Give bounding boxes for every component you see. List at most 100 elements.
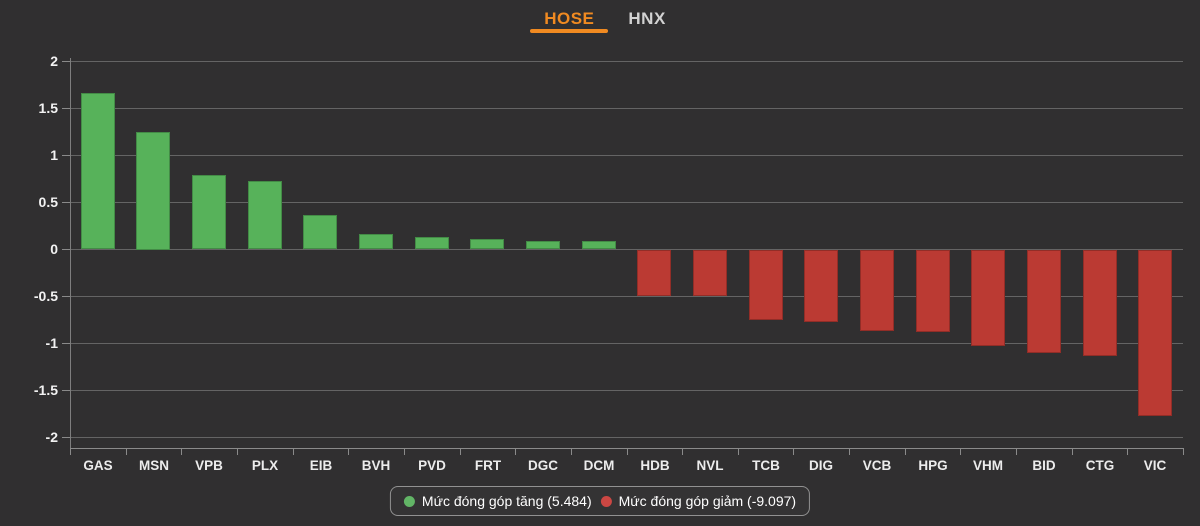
bar-FRT[interactable] (470, 239, 504, 249)
x-axis-tick (627, 448, 628, 455)
gridline-y--1.5 (70, 390, 1183, 391)
x-axis-label-GAS: GAS (83, 458, 113, 473)
bar-DIG[interactable] (804, 250, 838, 322)
x-axis-tick (293, 448, 294, 455)
x-axis-label-HDB: HDB (640, 458, 670, 473)
positive-dot-icon (403, 495, 415, 507)
x-axis-label-HPG: HPG (918, 458, 948, 473)
x-axis-label-BID: BID (1032, 458, 1056, 473)
gridline-y--1 (70, 343, 1183, 344)
x-axis-label-VHM: VHM (973, 458, 1003, 473)
bar-MSN[interactable] (136, 132, 170, 250)
x-axis-label-BVH: BVH (361, 458, 391, 473)
x-axis-line (70, 448, 1183, 449)
bar-BVH[interactable] (359, 234, 393, 249)
bar-PLX[interactable] (248, 181, 282, 249)
bar-GAS[interactable] (81, 93, 115, 249)
bar-DGC[interactable] (526, 241, 560, 249)
y-axis-label: 0.5 (38, 194, 58, 210)
x-axis-label-DGC: DGC (528, 458, 558, 473)
tab-hnx-label: HNX (628, 9, 666, 28)
x-axis-tick (960, 448, 961, 455)
gridline-y--0.5 (70, 296, 1183, 297)
y-axis-tick (62, 343, 70, 344)
gridline-y-1 (70, 155, 1183, 156)
y-axis-label: -0.5 (33, 288, 58, 304)
bar-HDB[interactable] (637, 250, 671, 296)
tab-hnx[interactable]: HNX (624, 7, 669, 39)
y-axis-label: -1 (45, 335, 58, 351)
x-axis-tick (70, 448, 71, 455)
bar-VIC[interactable] (1138, 250, 1172, 416)
bar-BID[interactable] (1027, 250, 1061, 353)
x-axis-tick (682, 448, 683, 455)
y-axis-tick (62, 155, 70, 156)
x-axis-tick (460, 448, 461, 455)
y-axis-label: 1 (50, 147, 58, 163)
legend-item-negative[interactable]: Mức đóng góp giảm (-9.097) (600, 493, 797, 509)
x-axis-tick (404, 448, 405, 455)
x-axis-label-VIC: VIC (1143, 458, 1167, 473)
bar-VPB[interactable] (192, 175, 226, 249)
bar-PVD[interactable] (415, 237, 449, 249)
y-axis-label: 0 (50, 241, 58, 257)
x-axis-label-PVD: PVD (418, 458, 446, 473)
x-axis-tick (1127, 448, 1128, 455)
gridline-y-0 (70, 249, 1183, 250)
tab-hose-label: HOSE (544, 9, 595, 28)
y-axis-label: -2 (45, 429, 58, 445)
x-axis-tick (738, 448, 739, 455)
y-axis-line (70, 58, 71, 455)
bar-DCM[interactable] (582, 241, 616, 249)
negative-dot-icon (600, 495, 612, 507)
bar-EIB[interactable] (303, 215, 337, 249)
y-axis-tick (62, 249, 70, 250)
x-axis-label-NVL: NVL (696, 458, 724, 473)
x-axis-tick (905, 448, 906, 455)
x-axis-tick (1016, 448, 1017, 455)
bar-VHM[interactable] (971, 250, 1005, 346)
bar-HPG[interactable] (916, 250, 950, 332)
tab-hose[interactable]: HOSE (530, 7, 609, 39)
bar-VCB[interactable] (860, 250, 894, 331)
gridline-y-1.5 (70, 108, 1183, 109)
x-axis-label-VCB: VCB (862, 458, 892, 473)
x-axis-tick (849, 448, 850, 455)
y-axis-tick (62, 108, 70, 109)
bar-CTG[interactable] (1083, 250, 1117, 356)
y-axis-tick (62, 390, 70, 391)
x-axis-tick (348, 448, 349, 455)
x-axis-label-PLX: PLX (251, 458, 279, 473)
active-tab-underline (530, 29, 609, 33)
x-axis-label-VPB: VPB (195, 458, 223, 473)
x-axis-label-TCB: TCB (752, 458, 780, 473)
x-axis-label-CTG: CTG (1085, 458, 1115, 473)
exchange-tabbar: HOSE HNX (0, 0, 1200, 44)
y-axis-tick (62, 202, 70, 203)
x-axis-tick (237, 448, 238, 455)
y-axis-tick (62, 296, 70, 297)
legend-item-positive[interactable]: Mức đóng góp tăng (5.484) (403, 493, 592, 509)
gridline-y-0.5 (70, 202, 1183, 203)
x-axis-label-EIB: EIB (309, 458, 333, 473)
x-axis-tick (515, 448, 516, 455)
y-axis-label: -1.5 (33, 382, 58, 398)
x-axis-label-DCM: DCM (583, 458, 615, 473)
x-axis-tick (1183, 448, 1184, 455)
x-axis-tick (181, 448, 182, 455)
x-axis-tick (571, 448, 572, 455)
gridline-y-2 (70, 61, 1183, 62)
gridline-y--2 (70, 437, 1183, 438)
y-axis-tick (62, 437, 70, 438)
x-axis-tick (793, 448, 794, 455)
legend-label-negative: Mức đóng góp giảm (-9.097) (618, 493, 797, 509)
bar-TCB[interactable] (749, 250, 783, 320)
y-axis-label: 1.5 (38, 100, 58, 116)
bar-NVL[interactable] (693, 250, 727, 296)
y-axis-label: 2 (50, 53, 58, 69)
legend-label-positive: Mức đóng góp tăng (5.484) (421, 493, 592, 509)
x-axis-tick (1072, 448, 1073, 455)
y-axis-tick (62, 61, 70, 62)
chart-legend: Mức đóng góp tăng (5.484) Mức đóng góp g… (389, 486, 811, 516)
x-axis-tick (126, 448, 127, 455)
